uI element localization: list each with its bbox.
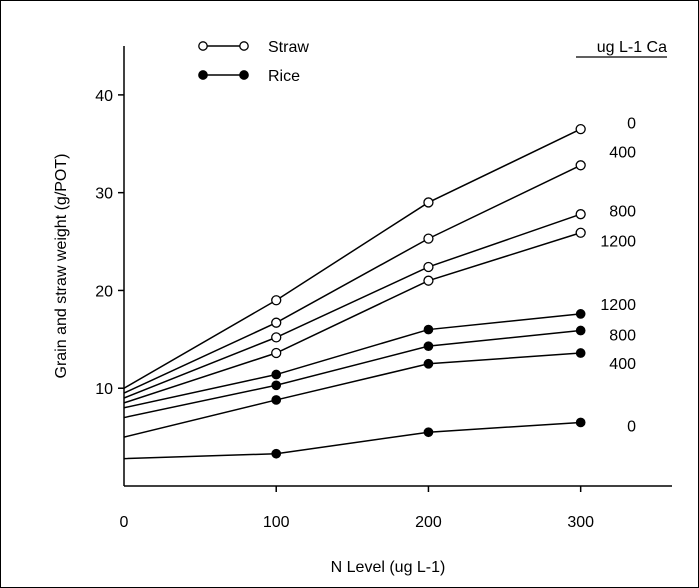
legend-label: Rice (268, 68, 300, 85)
filled-point (575, 417, 586, 428)
series-line (123, 352, 581, 438)
x-tick-label: 100 (263, 514, 290, 531)
series-line (123, 213, 581, 399)
level-label: 800 (609, 203, 636, 220)
legend-marker (239, 41, 249, 51)
y-tick-label: 10 (95, 381, 113, 398)
open-point (575, 123, 586, 135)
open-point (271, 295, 282, 306)
legend-marker (239, 70, 249, 80)
level-label: 1200 (600, 297, 636, 314)
open-point (271, 332, 282, 343)
open-point (271, 317, 282, 328)
filled-point (271, 395, 282, 405)
series-rice-1200 (123, 309, 586, 409)
series-straw-1200 (123, 227, 586, 404)
series-line (123, 128, 581, 389)
x-axis-title: N Level (ug L-1) (331, 559, 446, 576)
filled-point (575, 309, 586, 319)
series-rice-800 (123, 325, 586, 419)
level-label: 800 (609, 327, 636, 344)
legend-marker (198, 70, 208, 80)
series-line (123, 313, 581, 409)
series-line (123, 329, 581, 419)
open-point (575, 227, 586, 238)
series-line (123, 232, 581, 404)
open-point (423, 261, 434, 273)
group-header: ug L-1 Ca (597, 39, 667, 56)
level-label: 1200 (600, 234, 636, 251)
filled-point (575, 325, 586, 336)
open-point (271, 347, 282, 359)
y-tick-label: 30 (95, 186, 113, 203)
filled-point (423, 341, 434, 352)
series-straw-800 (123, 209, 586, 399)
legend-item-rice: Rice (198, 68, 300, 85)
filled-point (423, 324, 434, 335)
level-labels: ug L-1 Ca 0 400 800 1200 1200 800 400 0 (576, 39, 667, 435)
series-straw-0 (123, 123, 586, 389)
open-point (575, 160, 586, 171)
filled-point (271, 369, 282, 380)
series-line (123, 164, 581, 394)
filled-point (423, 427, 434, 438)
legend-item-straw: Straw (198, 39, 309, 56)
filled-point (271, 380, 282, 391)
open-point (423, 197, 434, 208)
series-straw-400 (123, 160, 586, 394)
series-line (123, 421, 581, 460)
open-point (423, 275, 434, 286)
series-rice-400 (123, 348, 586, 438)
legend: Straw Rice (198, 39, 309, 85)
series-layer (123, 123, 586, 460)
series-rice-0 (123, 417, 586, 460)
legend-marker (198, 41, 208, 51)
y-tick-label: 20 (95, 283, 113, 300)
x-tick-label: 0 (120, 514, 129, 531)
open-point (423, 233, 434, 244)
axes: 0 100 200 300 10 20 30 40 (95, 46, 672, 531)
filled-point (271, 448, 282, 459)
filled-point (575, 348, 586, 358)
filled-point (423, 358, 434, 369)
legend-label: Straw (268, 39, 309, 56)
open-point (575, 209, 586, 220)
x-tick-label: 200 (415, 514, 442, 531)
level-label: 0 (627, 418, 636, 435)
x-tick-label: 300 (567, 514, 594, 531)
level-label: 400 (609, 356, 636, 373)
level-label: 0 (627, 115, 636, 132)
y-tick-label: 40 (95, 88, 113, 105)
y-axis-title: Grain and straw weight (g/POT) (53, 154, 70, 379)
level-label: 400 (609, 145, 636, 162)
